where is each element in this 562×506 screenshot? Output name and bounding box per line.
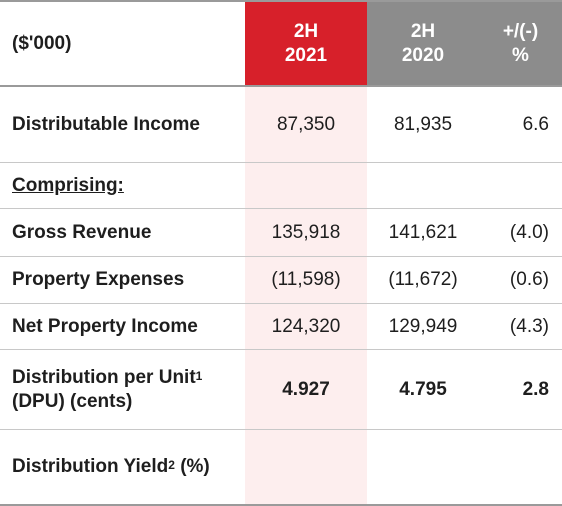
section-label-comprising: Comprising: <box>12 174 124 196</box>
column-header-2h-2021-line1: 2H <box>293 20 319 42</box>
column-header-2h-2021: 2H 2021 <box>245 2 367 85</box>
row-label: Gross Revenue <box>12 221 152 243</box>
row-label: Distribution per Unit1 (DPU) (cents) <box>12 350 244 429</box>
units-label: ($'000) <box>12 32 72 54</box>
value-change: (0.6) <box>509 269 549 290</box>
table-row: Distributable Income 87,350 81,935 6.6 <box>0 87 562 163</box>
value-2h-2020: 129,949 <box>388 315 458 337</box>
column-header-change-line1: +/(-) <box>502 20 539 42</box>
yield-label: Distribution Yield <box>12 456 169 477</box>
value-2h-2021: 4.927 <box>282 378 330 400</box>
row-label: Distributable Income <box>12 113 200 135</box>
table-row: Net Property Income 124,320 129,949 (4.3… <box>0 304 562 350</box>
column-header-2h-2021-line2: 2021 <box>284 44 328 66</box>
units-header: ($'000) <box>0 2 245 85</box>
value-2h-2020: 81,935 <box>393 113 453 135</box>
current-period-highlight <box>245 85 367 504</box>
table-row: Property Expenses (11,598) (11,672) (0.6… <box>0 257 562 304</box>
header-divider <box>0 85 562 87</box>
value-change: 2.8 <box>522 378 549 400</box>
column-header-2h-2020-line1: 2H <box>410 20 436 42</box>
value-change: (4.3) <box>509 315 549 337</box>
table-header: ($'000) 2H 2021 2H 2020 +/(-) % <box>0 0 562 85</box>
column-header-2h-2020-line2: 2020 <box>401 44 445 66</box>
value-2h-2020: 4.795 <box>399 378 447 400</box>
footnote-marker: 1 <box>195 368 203 383</box>
table-row: Distribution Yield2 (%) <box>0 430 562 504</box>
row-label: Property Expenses <box>12 269 185 290</box>
row-label: Distribution Yield2 (%) <box>12 430 244 504</box>
row-label: Net Property Income <box>12 315 198 337</box>
column-header-2h-2020: 2H 2020 <box>367 2 479 85</box>
dpu-label-line2: (DPU) (cents) <box>12 390 133 412</box>
value-2h-2020: 141,621 <box>388 221 458 243</box>
column-header-change-line2: % <box>512 44 529 66</box>
value-2h-2021: (11,598) <box>271 269 341 290</box>
table-row: Gross Revenue 135,918 141,621 (4.0) <box>0 209 562 257</box>
dpu-label-line1: Distribution per Unit <box>12 366 196 388</box>
table-bottom-border <box>0 504 562 506</box>
value-2h-2021: 124,320 <box>271 315 341 337</box>
value-2h-2020: (11,672) <box>388 269 458 290</box>
column-header-change: +/(-) % <box>479 2 562 85</box>
value-2h-2021: 135,918 <box>271 221 341 243</box>
value-change: (4.0) <box>509 221 549 243</box>
yield-label-unit: (%) <box>174 456 210 477</box>
value-change: 6.6 <box>522 113 549 135</box>
row-label: Comprising: <box>12 163 244 208</box>
value-2h-2021: 87,350 <box>276 113 336 135</box>
table-row: Comprising: <box>0 163 562 209</box>
footnote-marker: 2 <box>168 458 175 472</box>
table-row: Distribution per Unit1 (DPU) (cents) 4.9… <box>0 350 562 430</box>
